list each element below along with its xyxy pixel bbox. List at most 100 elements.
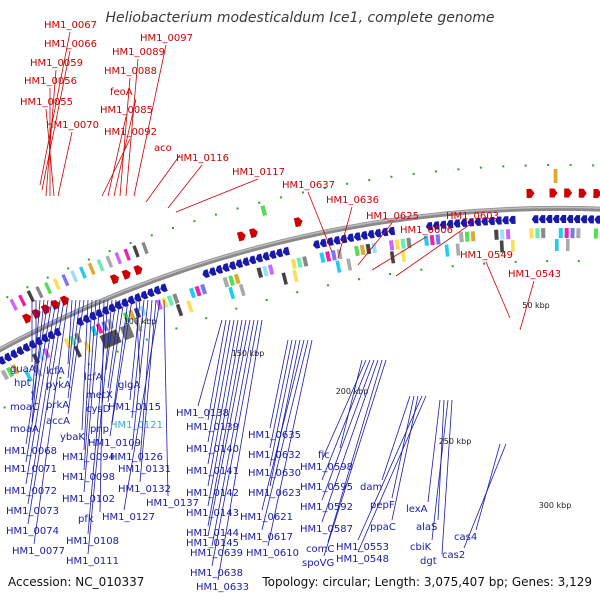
feature-block (296, 257, 303, 269)
forward-leader-line (337, 206, 353, 259)
rna-mark (592, 164, 595, 167)
rna-mark (296, 291, 299, 294)
reverse-leader-line (83, 299, 101, 493)
forward-feature-block (105, 255, 114, 268)
reverse-leader-line (67, 299, 81, 399)
reverse-leader-line (211, 319, 255, 547)
rna-mark (280, 196, 283, 199)
feature-block (554, 239, 559, 252)
rna-mark (205, 317, 208, 320)
feature-block (83, 340, 92, 354)
reverse-gene-label: lcfA (84, 372, 103, 383)
reverse-gene (474, 217, 482, 226)
reverse-leader-line (427, 399, 441, 503)
feature-block (464, 231, 470, 242)
reverse-gene (501, 216, 509, 225)
rna-mark (323, 186, 326, 189)
reverse-gene (453, 219, 461, 228)
forward-gene-label: feoA (110, 87, 133, 98)
feature-block (400, 238, 406, 249)
forward-feature-block (260, 205, 268, 217)
reverse-gene (432, 221, 440, 230)
forward-feature-block (18, 294, 27, 307)
genome-title: Heliobacterium modesticaldum Ice1, compl… (105, 10, 494, 26)
accession-text: Accession: NC_010337 (8, 575, 144, 589)
feature-block (256, 267, 264, 278)
reverse-leader-line (207, 319, 231, 443)
reverse-leader-line (323, 359, 387, 557)
feature-block (470, 231, 476, 242)
reverse-gene (573, 215, 581, 224)
forward-gene (236, 231, 246, 242)
reverse-gene (262, 251, 270, 261)
reverse-gene (488, 216, 495, 226)
rna-mark (577, 260, 580, 263)
rna-mark (265, 299, 268, 302)
reverse-leader-line (339, 359, 363, 449)
forward-gene (293, 217, 303, 228)
reverse-leader-line (25, 299, 49, 445)
rna-mark (514, 260, 517, 263)
reverse-gene-label: ppaC (370, 522, 396, 533)
reverse-leader-line (25, 299, 53, 463)
forward-leader-line (57, 131, 73, 197)
reverse-gene (228, 261, 237, 270)
rna-mark (3, 406, 6, 409)
reverse-gene (460, 218, 468, 228)
feature-block (330, 250, 337, 261)
rna-mark (569, 164, 572, 167)
reverse-gene-label: HM1_0111 (66, 556, 119, 567)
reverse-gene-label: dam (360, 482, 382, 493)
rna-mark (435, 170, 438, 173)
reverse-gene-label: HM1_0115 (108, 402, 161, 413)
reverse-gene-label: HM1_0630 (248, 468, 301, 479)
reverse-gene-label: lcfA (46, 366, 65, 377)
feature-block (359, 244, 366, 256)
reverse-leader-line (123, 299, 161, 511)
forward-leader-line (45, 108, 55, 197)
reverse-gene (249, 255, 257, 265)
reverse-gene-label: HM1_0131 (118, 464, 171, 475)
forward-gene-label: HM1_0117 (232, 167, 285, 178)
rna-mark (59, 376, 62, 379)
forward-feature-block (26, 290, 35, 303)
reverse-gene (594, 215, 600, 224)
forward-gene-label: HM1_0543 (508, 269, 561, 280)
rna-mark (479, 166, 482, 169)
reverse-leader-line (431, 399, 449, 541)
reverse-gene (360, 231, 368, 240)
reverse-leader-line (321, 359, 379, 523)
forward-gene-label: HM1_0088 (104, 66, 157, 77)
forward-leader-line (113, 98, 137, 197)
reverse-leader-line (83, 299, 93, 451)
rna-mark (235, 307, 238, 310)
feature-block (134, 319, 143, 332)
reverse-gene-label: HM1_0072 (4, 486, 57, 497)
feature-block (319, 252, 326, 263)
feature-block (406, 237, 412, 249)
forward-leader-line (125, 58, 139, 197)
reverse-leader-line (267, 339, 313, 547)
forward-leader-line (371, 236, 427, 271)
reverse-gene (467, 218, 475, 227)
forward-gene-label: HM1_0092 (104, 127, 157, 138)
forward-gene (22, 313, 32, 324)
reverse-gene-label: dgt (420, 556, 437, 567)
rna-mark (390, 175, 393, 178)
reverse-gene-label: HM1_0623 (248, 488, 301, 499)
rna-mark (87, 258, 90, 261)
reverse-leader-line (327, 359, 383, 543)
reverse-gene (566, 215, 574, 224)
reverse-leader-line (207, 319, 247, 527)
reverse-leader-line (25, 299, 57, 485)
reverse-gene (114, 300, 123, 310)
reverse-gene-label: cysD (86, 404, 111, 415)
reverse-gene-label: HM1_0071 (4, 464, 57, 475)
rna-mark (150, 234, 153, 237)
feature-block (444, 244, 450, 257)
reverse-gene (4, 352, 13, 362)
feature-block (42, 347, 51, 359)
rna-mark (301, 191, 304, 194)
reverse-gene (282, 246, 290, 256)
reverse-gene-label: HM1_0635 (248, 430, 301, 441)
